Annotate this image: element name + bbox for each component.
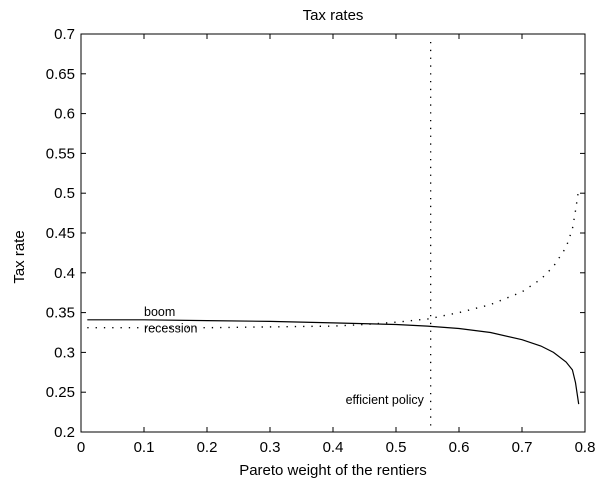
x-tick-label: 0.7 xyxy=(512,439,533,456)
y-tick-label: 0.35 xyxy=(46,305,75,322)
chart-title: Tax rates xyxy=(303,7,364,24)
y-tick-label: 0.65 xyxy=(46,66,75,83)
x-axis-title: Pareto weight of the rentiers xyxy=(239,462,427,479)
x-tick-label: 0.8 xyxy=(575,439,596,456)
annotation-boom: boom xyxy=(144,305,175,319)
y-tick-label: 0.4 xyxy=(54,265,75,282)
x-tick-label: 0.3 xyxy=(260,439,281,456)
annotation-efficient-policy: efficient policy xyxy=(346,393,425,407)
y-tick-label: 0.5 xyxy=(54,185,75,202)
boom-series-line xyxy=(87,319,580,405)
annotation-recession: recession xyxy=(144,322,198,336)
y-axis-title: Tax rate xyxy=(11,230,28,283)
x-tick-label: 0.6 xyxy=(449,439,470,456)
y-tick-label: 0.25 xyxy=(46,384,75,401)
y-tick-label: 0.2 xyxy=(54,424,75,441)
y-tick-label: 0.6 xyxy=(54,106,75,123)
x-tick-label: 0.2 xyxy=(197,439,218,456)
y-tick-label: 0.45 xyxy=(46,225,75,242)
plot-frame xyxy=(80,33,586,433)
plot-marks: 0 0.1 0.2 0.3 0.4 0.5 0.6 0.7 0.8 0.2 0.25 0.3 0.35 0… xyxy=(46,26,596,456)
x-tick-label: 0.4 xyxy=(323,439,344,456)
x-tick-label: 0.1 xyxy=(134,439,155,456)
y-tick-label: 0.55 xyxy=(46,145,75,162)
x-tick-label: 0.5 xyxy=(386,439,407,456)
y-tick-label: 0.7 xyxy=(54,26,75,43)
x-tick-label: 0 xyxy=(77,439,85,456)
y-tick-label: 0.3 xyxy=(54,344,75,361)
